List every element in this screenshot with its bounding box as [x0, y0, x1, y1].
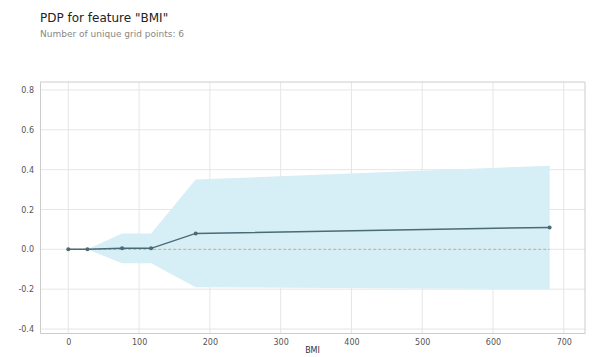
tick-label: 0.4	[21, 166, 34, 175]
axis-line	[40, 83, 41, 334]
tick-label: 0.0	[21, 245, 34, 254]
chart: PDP for feature "BMI" Number of unique gr…	[0, 0, 602, 357]
tick-label: 400	[344, 338, 359, 347]
tick: 200	[203, 333, 218, 347]
tick-label: 700	[557, 338, 572, 347]
subtitle: Number of unique grid points: 6	[40, 29, 184, 39]
tick-label: 0.2	[21, 206, 34, 215]
tick: 0.4	[21, 166, 40, 175]
tick-label: 600	[486, 338, 501, 347]
tick: 0.6	[21, 126, 40, 135]
grid	[40, 82, 585, 333]
tick: -0.4	[18, 325, 40, 334]
tick: 0.0	[21, 245, 40, 254]
grid-line	[40, 129, 585, 130]
tick: 700	[557, 333, 572, 347]
x-axis: 0 100 200 300 400 500 600 700	[41, 333, 586, 347]
frame	[40, 82, 585, 83]
frame	[585, 82, 586, 333]
grid-line	[40, 329, 585, 330]
tick-label: 300	[274, 338, 289, 347]
tick: 600	[486, 333, 501, 347]
tick: 0.8	[21, 86, 40, 95]
grid-line	[563, 82, 564, 333]
tick-label: 100	[132, 338, 147, 347]
tick-label: -0.4	[18, 325, 34, 334]
axis-line	[41, 333, 586, 334]
marker	[149, 246, 153, 250]
confidence-band	[68, 166, 549, 290]
y-axis: -0.4 -0.2 0.0 0.2 0.4 0.6 0.8	[18, 83, 40, 335]
tick: 300	[274, 333, 289, 347]
tick-label: 500	[415, 338, 430, 347]
tick-label: 0.6	[21, 126, 34, 135]
marker	[548, 225, 552, 229]
x-axis-title: BMI	[305, 346, 320, 355]
tick-label: 200	[203, 338, 218, 347]
tick-label: 0	[66, 338, 71, 347]
tick: 0.2	[21, 206, 40, 215]
grid-line	[40, 89, 585, 90]
grid-line	[68, 82, 69, 333]
title: PDP for feature "BMI"	[40, 11, 168, 25]
marker	[194, 231, 198, 235]
marker	[66, 247, 70, 251]
pdp-line	[68, 227, 549, 249]
tick: 400	[344, 333, 359, 347]
plot-area	[66, 166, 551, 290]
tick: -0.2	[18, 285, 40, 294]
marker	[85, 247, 89, 251]
tick: 0	[66, 333, 71, 347]
tick: 500	[415, 333, 430, 347]
tick-label: 0.8	[21, 86, 34, 95]
marker	[120, 246, 124, 250]
grid-line	[139, 82, 140, 333]
tick-label: -0.2	[18, 285, 34, 294]
tick: 100	[132, 333, 147, 347]
